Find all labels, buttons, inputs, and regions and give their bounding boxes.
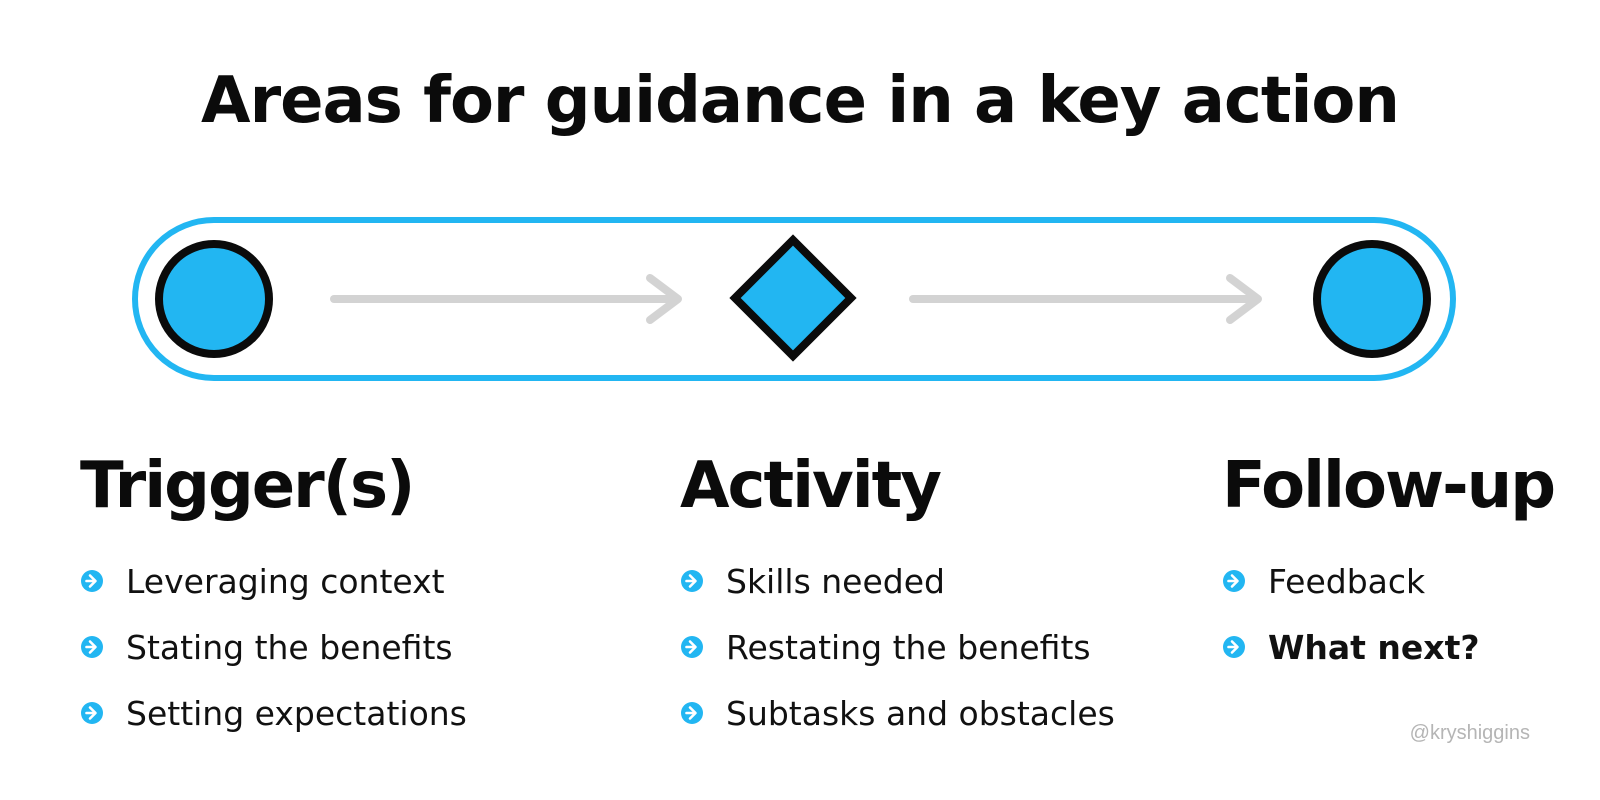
column-list: Leveraging context Stating the benefits … [80, 548, 467, 746]
list-item: Setting expectations [80, 680, 467, 746]
column-heading: Trigger(s) [80, 449, 415, 523]
list-item: Feedback [1222, 548, 1554, 614]
follow-up-node [1313, 240, 1431, 358]
arrow-activity-to-follow-up [909, 274, 1262, 324]
list-item: Stating the benefits [80, 614, 467, 680]
list-item-label: What next? [1268, 627, 1480, 667]
list-item-label: Restating the benefits [726, 627, 1091, 667]
trigger-node [155, 240, 273, 358]
column-list: Feedback What next? [1222, 548, 1554, 680]
list-item-label: Feedback [1268, 561, 1426, 601]
list-item: Skills needed [680, 548, 1115, 614]
author-credit: @kryshiggins [1409, 722, 1530, 744]
activity-node [729, 234, 857, 362]
arrow-circle-icon [81, 636, 103, 658]
flow-container [132, 217, 1456, 381]
list-item: Subtasks and obstacles [680, 680, 1115, 746]
arrow-circle-icon [681, 702, 703, 724]
list-item: Restating the benefits [680, 614, 1115, 680]
arrow-circle-icon [681, 636, 703, 658]
list-item: Leveraging context [80, 548, 467, 614]
column-follow-up: Follow-up Feedback What next? [1222, 448, 1556, 680]
column-activity: Activity Skills needed Restating the ben… [680, 448, 1115, 746]
list-item-label: Stating the benefits [126, 627, 453, 667]
arrow-circle-icon [81, 570, 103, 592]
arrow-circle-icon [81, 702, 103, 724]
arrow-circle-icon [1223, 570, 1245, 592]
arrow-trigger-to-activity [330, 274, 682, 324]
list-item-label: Skills needed [726, 561, 945, 601]
column-triggers: Trigger(s) Leveraging context Stating th… [80, 448, 467, 746]
slide-title: Areas for guidance in a key action [201, 64, 1400, 138]
column-heading: Follow-up [1222, 449, 1556, 523]
column-list: Skills needed Restating the benefits Sub… [680, 548, 1115, 746]
list-item-label: Subtasks and obstacles [726, 693, 1115, 733]
column-heading: Activity [680, 449, 942, 523]
arrow-circle-icon [681, 570, 703, 592]
flow-diagram [132, 217, 1456, 381]
list-item: What next? [1222, 614, 1554, 680]
arrow-circle-icon [1223, 636, 1245, 658]
list-item-label: Setting expectations [126, 693, 467, 733]
list-item-label: Leveraging context [126, 561, 445, 601]
